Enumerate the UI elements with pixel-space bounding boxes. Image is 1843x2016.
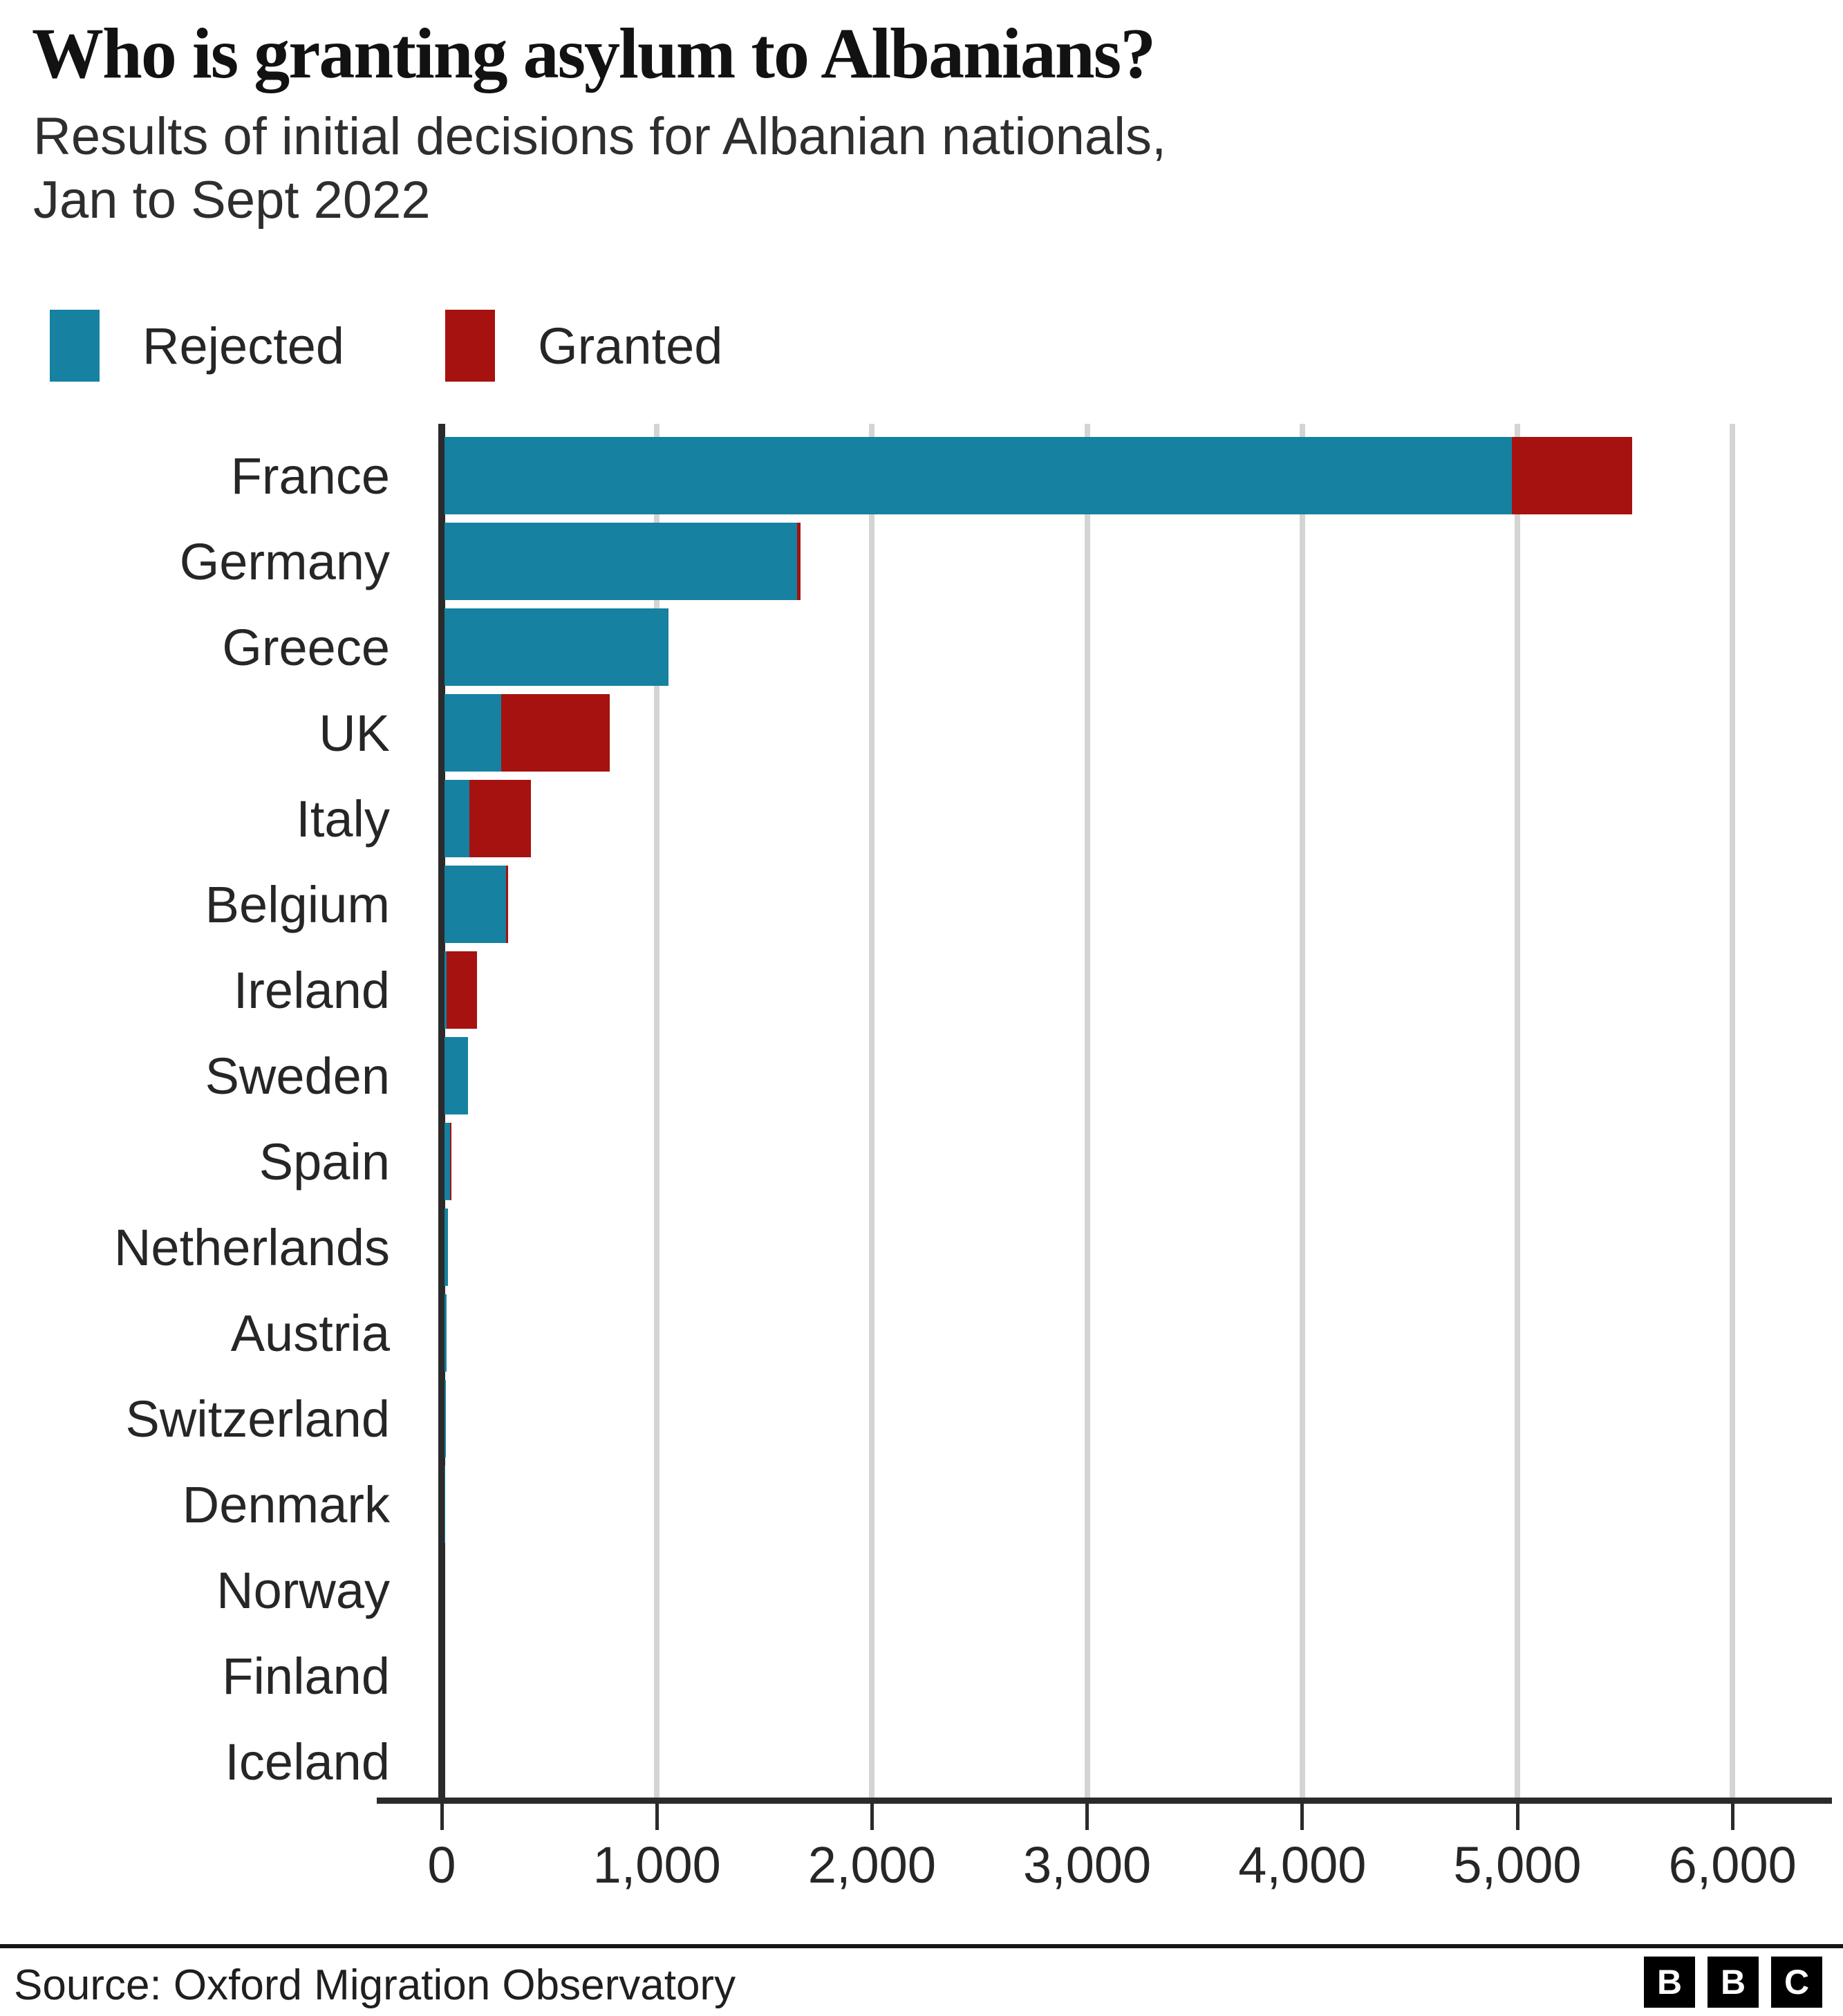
bar-segment-rejected-belgium bbox=[445, 866, 506, 943]
bar-segment-rejected-netherlands bbox=[445, 1208, 448, 1286]
country-label-finland: Finland bbox=[222, 1647, 390, 1705]
legend-item-granted: Granted bbox=[445, 310, 722, 382]
chart-title: Who is granting asylum to Albanians? bbox=[32, 14, 1156, 93]
gridline bbox=[1084, 424, 1090, 1798]
legend-label-rejected: Rejected bbox=[142, 317, 345, 375]
country-label-france: France bbox=[230, 447, 390, 505]
bar-row-belgium bbox=[445, 866, 508, 943]
country-label-uk: UK bbox=[319, 704, 390, 762]
chart-subtitle-line-1: Results of initial decisions for Albania… bbox=[33, 107, 1167, 166]
bar-segment-granted-ireland bbox=[447, 951, 477, 1029]
bar-chart-plot: France Germany Greece UK Italy Belgium Ireland… bbox=[0, 415, 1843, 1943]
source-credit: Source: Oxford Migration Observatory bbox=[14, 1961, 736, 2009]
x-axis-tick bbox=[440, 1804, 444, 1830]
x-axis-tick-label: 6,000 bbox=[1668, 1836, 1797, 1894]
chart-subtitle: Results of initial decisions for Albania… bbox=[33, 105, 1166, 232]
country-label-italy: Italy bbox=[296, 790, 390, 848]
gridline bbox=[869, 424, 875, 1798]
bar-segment-rejected-italy bbox=[445, 780, 469, 857]
legend-swatch-granted-icon bbox=[445, 310, 496, 382]
x-axis-tick-label: 3,000 bbox=[1023, 1836, 1152, 1894]
bar-segment-granted-spain bbox=[450, 1123, 451, 1200]
country-label-netherlands: Netherlands bbox=[113, 1218, 390, 1276]
legend: Rejected Granted bbox=[50, 310, 722, 382]
x-axis-tick-label: 1,000 bbox=[592, 1836, 721, 1894]
x-axis-tick bbox=[655, 1804, 659, 1830]
x-axis-tick-label: 5,000 bbox=[1453, 1836, 1582, 1894]
bar-segment-rejected-greece bbox=[445, 608, 668, 686]
bar-segment-rejected-spain bbox=[445, 1123, 450, 1200]
legend-item-rejected: Rejected bbox=[50, 310, 344, 382]
bar-segment-rejected-switzerland bbox=[445, 1380, 446, 1457]
bar-segment-rejected-ireland bbox=[445, 951, 447, 1029]
bar-segment-granted-germany bbox=[797, 523, 801, 600]
x-axis-tick bbox=[870, 1804, 874, 1830]
bbc-logo-block-3: C bbox=[1771, 1957, 1822, 2008]
bar-row-greece bbox=[445, 608, 668, 686]
bar-row-netherlands bbox=[445, 1208, 448, 1286]
bar-row-italy bbox=[445, 780, 531, 857]
country-label-iceland: Iceland bbox=[225, 1733, 390, 1791]
bar-segment-rejected-france bbox=[445, 437, 1512, 514]
country-label-austria: Austria bbox=[230, 1304, 390, 1362]
bar-row-sweden bbox=[445, 1037, 468, 1114]
legend-label-granted: Granted bbox=[538, 317, 723, 375]
country-label-sweden: Sweden bbox=[205, 1047, 390, 1105]
bar-row-germany bbox=[445, 523, 801, 600]
x-axis-tick bbox=[1085, 1804, 1089, 1830]
country-label-belgium: Belgium bbox=[205, 875, 390, 933]
y-axis-line bbox=[438, 424, 445, 1798]
bar-segment-rejected-germany bbox=[445, 523, 797, 600]
bar-row-spain bbox=[445, 1123, 451, 1200]
bar-row-france bbox=[445, 437, 1632, 514]
x-axis-tick bbox=[1730, 1804, 1734, 1830]
x-axis-tick-label: 0 bbox=[427, 1836, 456, 1894]
country-label-germany: Germany bbox=[179, 532, 390, 590]
footer-divider bbox=[0, 1944, 1843, 1948]
bar-segment-rejected-austria bbox=[445, 1294, 447, 1372]
x-axis-tick bbox=[1515, 1804, 1519, 1830]
country-label-spain: Spain bbox=[259, 1132, 390, 1191]
country-label-denmark: Denmark bbox=[182, 1475, 390, 1533]
x-axis-line bbox=[377, 1798, 1832, 1804]
legend-swatch-rejected-icon bbox=[50, 310, 100, 382]
bbc-logo-block-2: B bbox=[1708, 1957, 1759, 2008]
x-axis-tick-label: 4,000 bbox=[1238, 1836, 1367, 1894]
bar-segment-rejected-sweden bbox=[445, 1037, 468, 1114]
bar-row-switzerland bbox=[445, 1380, 446, 1457]
x-axis-tick-label: 2,000 bbox=[807, 1836, 936, 1894]
chart-subtitle-line-2: Jan to Sept 2022 bbox=[33, 171, 431, 230]
x-axis-tick bbox=[1300, 1804, 1304, 1830]
country-label-greece: Greece bbox=[222, 618, 390, 676]
country-label-switzerland: Switzerland bbox=[125, 1390, 390, 1448]
gridline bbox=[1515, 424, 1520, 1798]
bar-segment-granted-uk bbox=[501, 694, 610, 772]
bar-segment-granted-belgium bbox=[506, 866, 508, 943]
country-label-norway: Norway bbox=[216, 1561, 390, 1619]
bar-segment-granted-france bbox=[1512, 437, 1632, 514]
bbc-logo-block-1: B bbox=[1644, 1957, 1695, 2008]
bar-segment-granted-italy bbox=[469, 780, 531, 857]
bar-row-uk bbox=[445, 694, 610, 772]
bar-row-ireland bbox=[445, 951, 477, 1029]
country-label-ireland: Ireland bbox=[233, 961, 390, 1019]
gridline bbox=[1730, 424, 1736, 1798]
gridline bbox=[654, 424, 660, 1798]
bar-row-austria bbox=[445, 1294, 447, 1372]
bar-segment-rejected-uk bbox=[445, 694, 501, 772]
gridline bbox=[1299, 424, 1305, 1798]
